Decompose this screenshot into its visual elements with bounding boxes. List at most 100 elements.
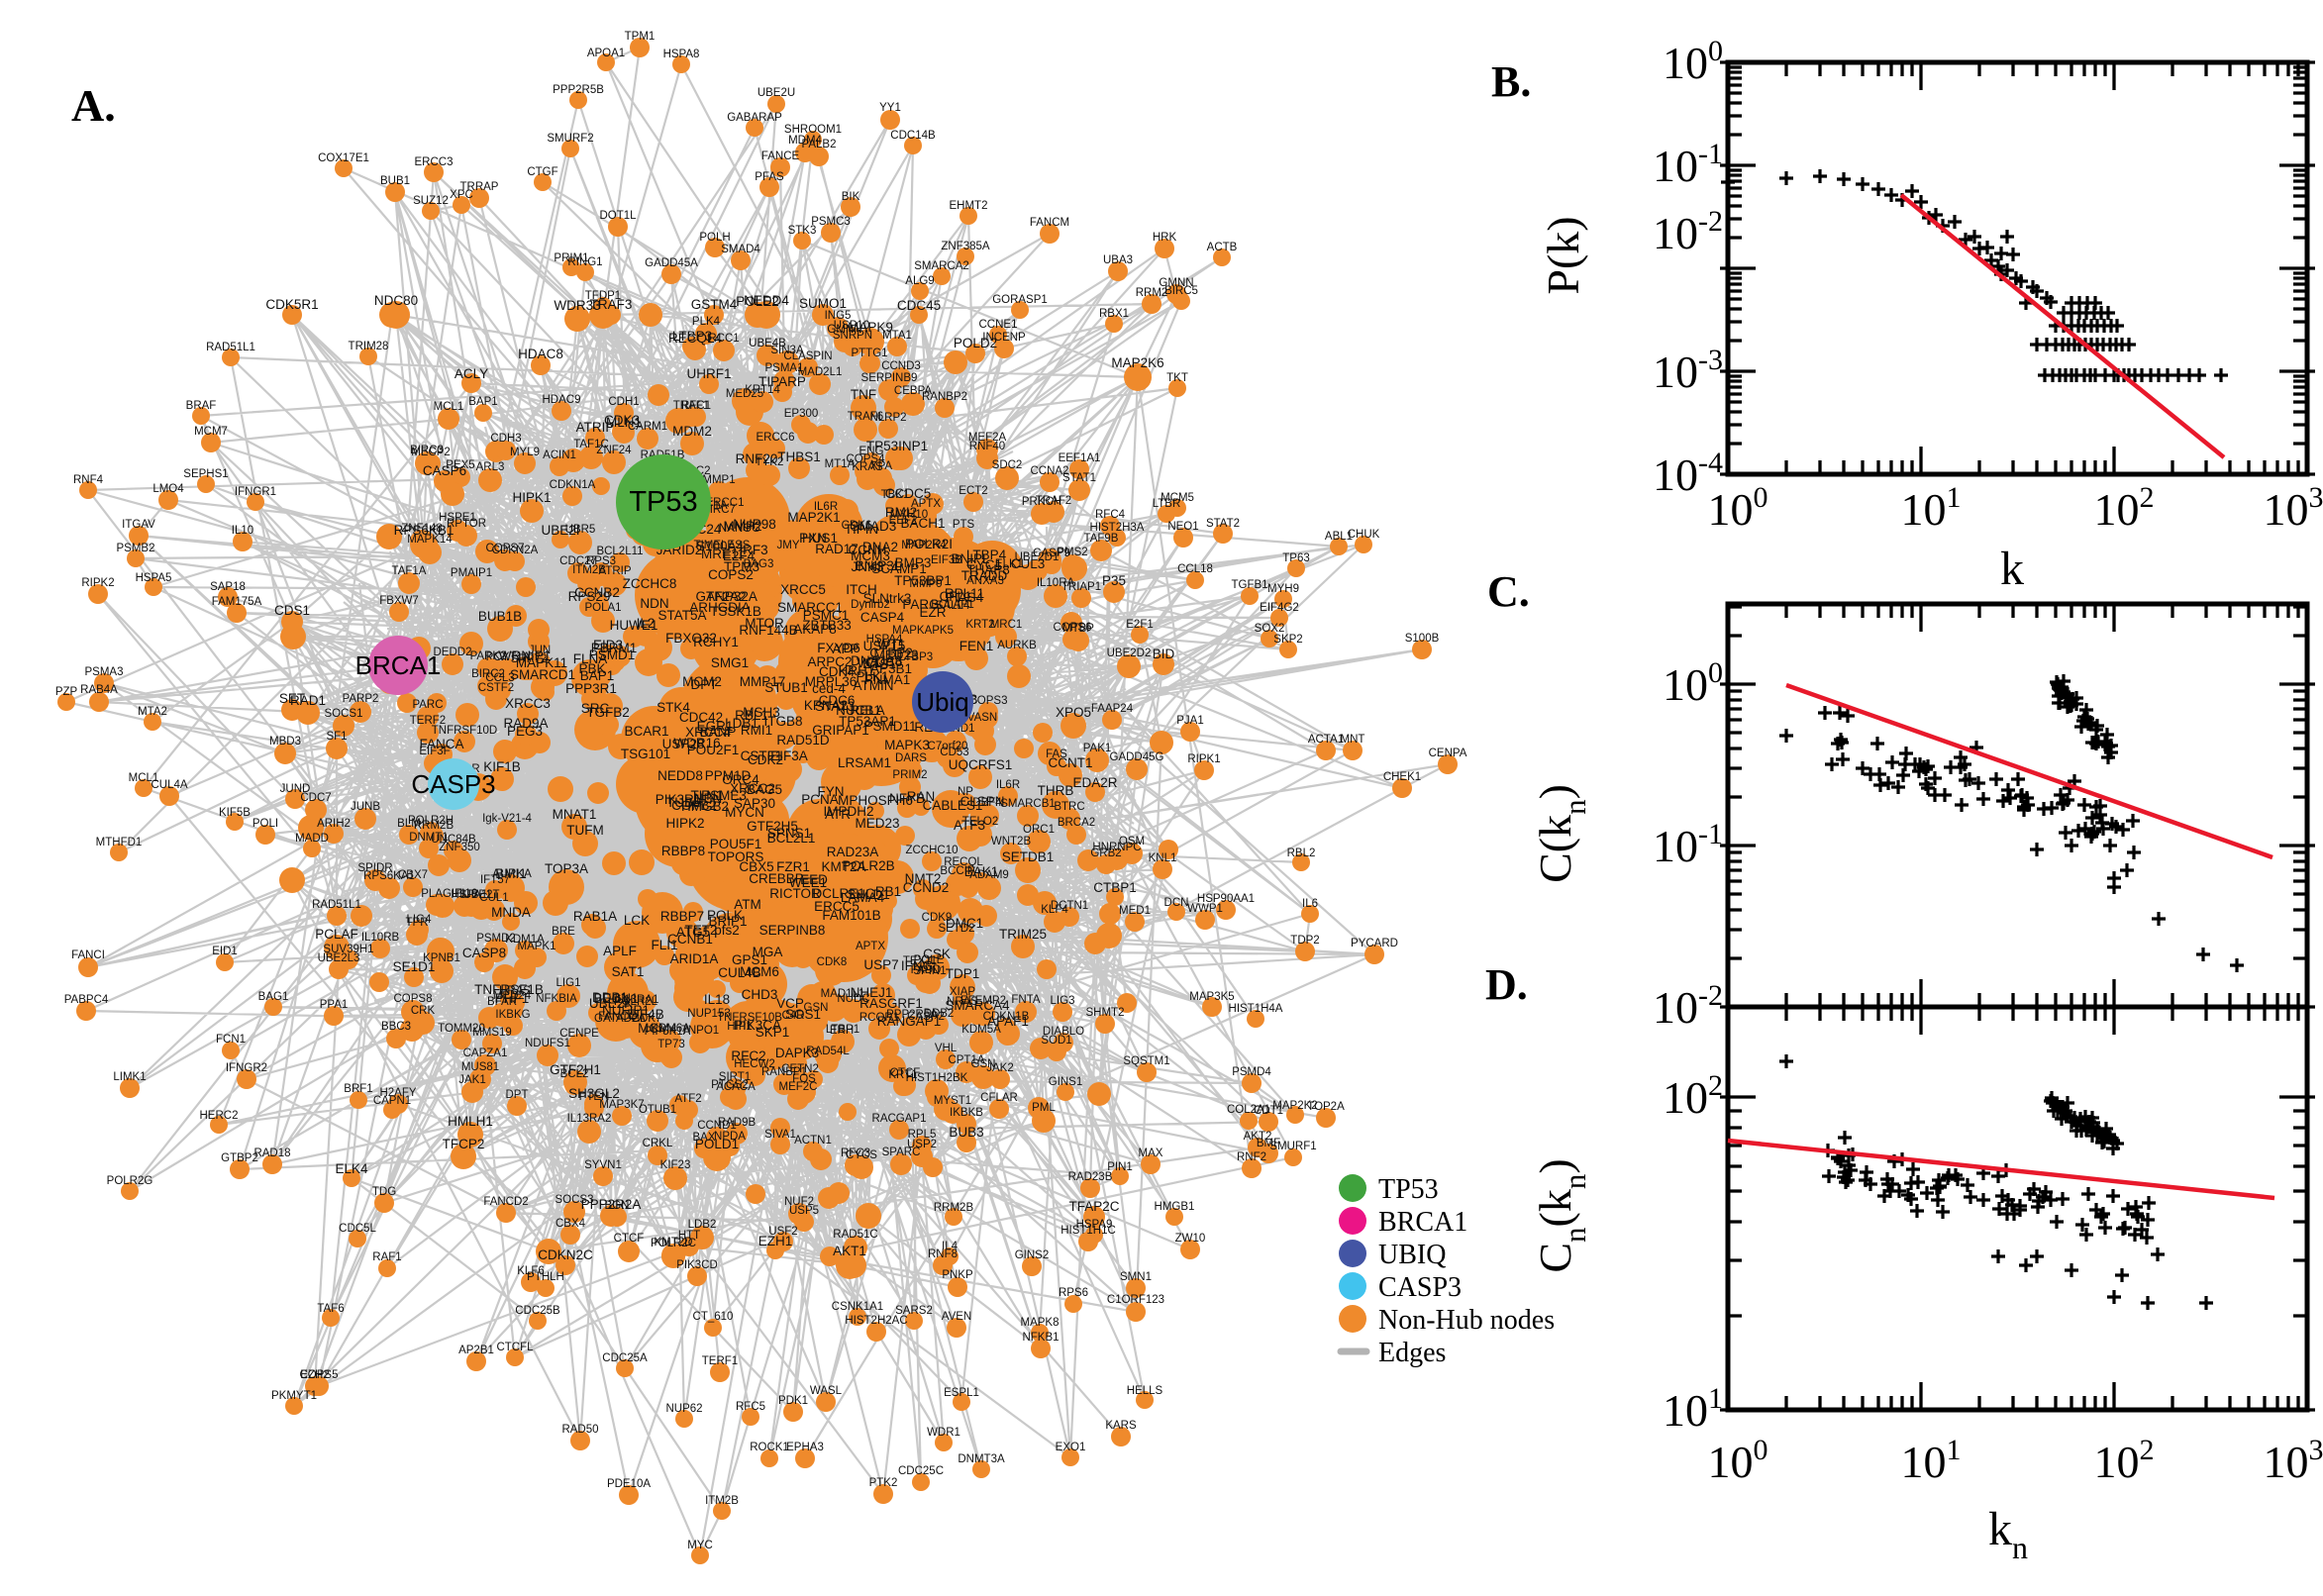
svg-text:FLI1: FLI1 [651,938,677,952]
svg-text:RAD23B: RAD23B [1068,1171,1113,1183]
svg-text:CUL3: CUL3 [1011,556,1046,571]
svg-text:DCTN1: DCTN1 [1051,900,1088,912]
svg-text:RANGAP1: RANGAP1 [877,1014,942,1029]
svg-text:PTK2: PTK2 [869,1477,898,1489]
svg-text:CASP6: CASP6 [423,463,466,478]
svg-text:HSPA9: HSPA9 [1076,1219,1113,1231]
svg-text:STAT1: STAT1 [1062,472,1096,484]
svg-text:ELK4: ELK4 [335,1161,368,1176]
svg-text:Dynlrb2: Dynlrb2 [851,599,890,611]
svg-text:YY1: YY1 [879,102,901,114]
svg-text:RRM2B: RRM2B [934,1202,974,1214]
svg-text:APTX: APTX [911,498,941,510]
svg-text:RNF2: RNF2 [1237,1151,1266,1163]
svg-text:TOPORS: TOPORS [708,849,764,864]
svg-text:EZR: EZR [920,605,947,620]
svg-text:TRRAP: TRRAP [460,181,499,193]
svg-text:SOD1: SOD1 [1041,1035,1071,1047]
svg-text:BRF1: BRF1 [344,1083,372,1095]
svg-text:CUL4A: CUL4A [151,779,187,791]
svg-text:GSN: GSN [804,1002,829,1014]
svg-text:HIST2H2AC: HIST2H2AC [845,1315,907,1327]
svg-text:ECT2: ECT2 [959,485,987,497]
svg-text:CRKL: CRKL [643,1138,673,1149]
svg-text:STAT3: STAT3 [815,699,855,714]
svg-text:EZH2: EZH2 [300,1369,329,1381]
svg-text:CEBPA: CEBPA [894,385,932,397]
svg-text:GTF2H5: GTF2H5 [747,819,798,834]
svg-text:IMPDH2: IMPDH2 [823,804,873,819]
svg-text:IL4: IL4 [942,1241,959,1252]
svg-text:TP53: TP53 [629,486,697,518]
svg-text:PTS: PTS [953,519,975,531]
svg-text:PLAGL1: PLAGL1 [421,888,463,900]
svg-text:TNPO1: TNPO1 [681,1025,719,1037]
svg-text:MRC1: MRC1 [990,619,1023,631]
svg-text:TDG: TDG [372,1186,396,1198]
svg-text:NUP98: NUP98 [733,517,776,532]
svg-text:COPS5: COPS5 [300,1369,339,1381]
svg-text:CDK2: CDK2 [748,752,783,767]
svg-text:PARK2: PARK2 [470,650,507,662]
svg-text:KRT2: KRT2 [965,619,994,631]
svg-text:ITM2B: ITM2B [705,1495,739,1507]
svg-text:SPIN1: SPIN1 [913,965,946,977]
svg-text:EIF3B: EIF3B [931,554,962,566]
svg-text:POU5F1: POU5F1 [710,837,762,851]
svg-text:IL10RA: IL10RA [1037,577,1075,589]
svg-text:PDE10A: PDE10A [607,1478,651,1490]
svg-text:CASP9: CASP9 [1033,548,1070,559]
svg-text:LDB2: LDB2 [688,1219,717,1231]
svg-text:HDAC8: HDAC8 [518,347,563,361]
svg-text:KRAS: KRAS [852,461,883,473]
svg-text:GRB2: GRB2 [1090,848,1121,859]
svg-text:PSMA1: PSMA1 [765,362,804,374]
svg-text:D.: D. [1485,960,1528,1009]
svg-text:POLR2H: POLR2H [408,815,454,827]
svg-text:APLF: APLF [603,944,637,958]
svg-text:S100A4: S100A4 [696,539,745,553]
svg-text:BRAF: BRAF [186,400,217,412]
svg-text:MTBP: MTBP [1062,623,1094,635]
svg-text:HMGB2: HMGB2 [681,799,729,814]
svg-text:CREBBP: CREBBP [749,871,804,886]
svg-text:EP300: EP300 [784,408,819,420]
svg-text:FXYD6: FXYD6 [817,641,860,655]
svg-text:NEO1: NEO1 [1167,521,1198,533]
svg-text:CHUK: CHUK [1348,529,1380,541]
svg-text:CDKN2C: CDKN2C [538,1247,593,1262]
svg-text:UBR5: UBR5 [565,524,596,536]
svg-text:VCL: VCL [857,655,883,670]
svg-text:PIP5K1A: PIP5K1A [645,1026,691,1038]
svg-text:ELK1: ELK1 [995,558,1023,570]
svg-text:PTEN: PTEN [579,1091,610,1103]
svg-text:BRE: BRE [552,926,575,938]
svg-text:CCND3: CCND3 [881,360,921,372]
svg-text:PIK3CA: PIK3CA [734,1018,781,1033]
svg-text:WT1: WT1 [877,637,906,651]
svg-text:LMO4: LMO4 [152,483,184,495]
svg-text:GATAD2A: GATAD2A [594,1013,646,1025]
svg-text:NMT2: NMT2 [905,871,942,886]
svg-text:KDM1A: KDM1A [505,934,545,946]
svg-text:E2F1: E2F1 [1126,619,1154,631]
svg-text:CUL1: CUL1 [479,892,508,904]
svg-text:MAP3K5: MAP3K5 [1189,991,1234,1003]
svg-text:LRSAM1: LRSAM1 [838,755,891,770]
svg-text:MMP1: MMP1 [702,474,735,486]
svg-text:PSMC1: PSMC1 [803,608,850,623]
svg-text:PJA1: PJA1 [1176,715,1204,727]
svg-text:FANCE: FANCE [761,150,800,162]
svg-text:RRM2B: RRM2B [414,820,454,832]
svg-text:DAPK3: DAPK3 [775,1046,819,1060]
svg-text:RAD18: RAD18 [253,1147,290,1159]
svg-text:BUB1B: BUB1B [478,609,522,624]
svg-text:AP3B1: AP3B1 [870,661,912,676]
svg-text:INCENP: INCENP [982,332,1026,344]
svg-text:ZNF24: ZNF24 [596,445,632,456]
svg-text:CCND2: CCND2 [903,880,950,895]
svg-text:LIMK1: LIMK1 [113,1071,146,1083]
svg-text:ATRIP: ATRIP [576,420,615,435]
svg-text:TRADD: TRADD [961,568,1008,583]
svg-text:PIK3R1: PIK3R1 [656,792,702,807]
